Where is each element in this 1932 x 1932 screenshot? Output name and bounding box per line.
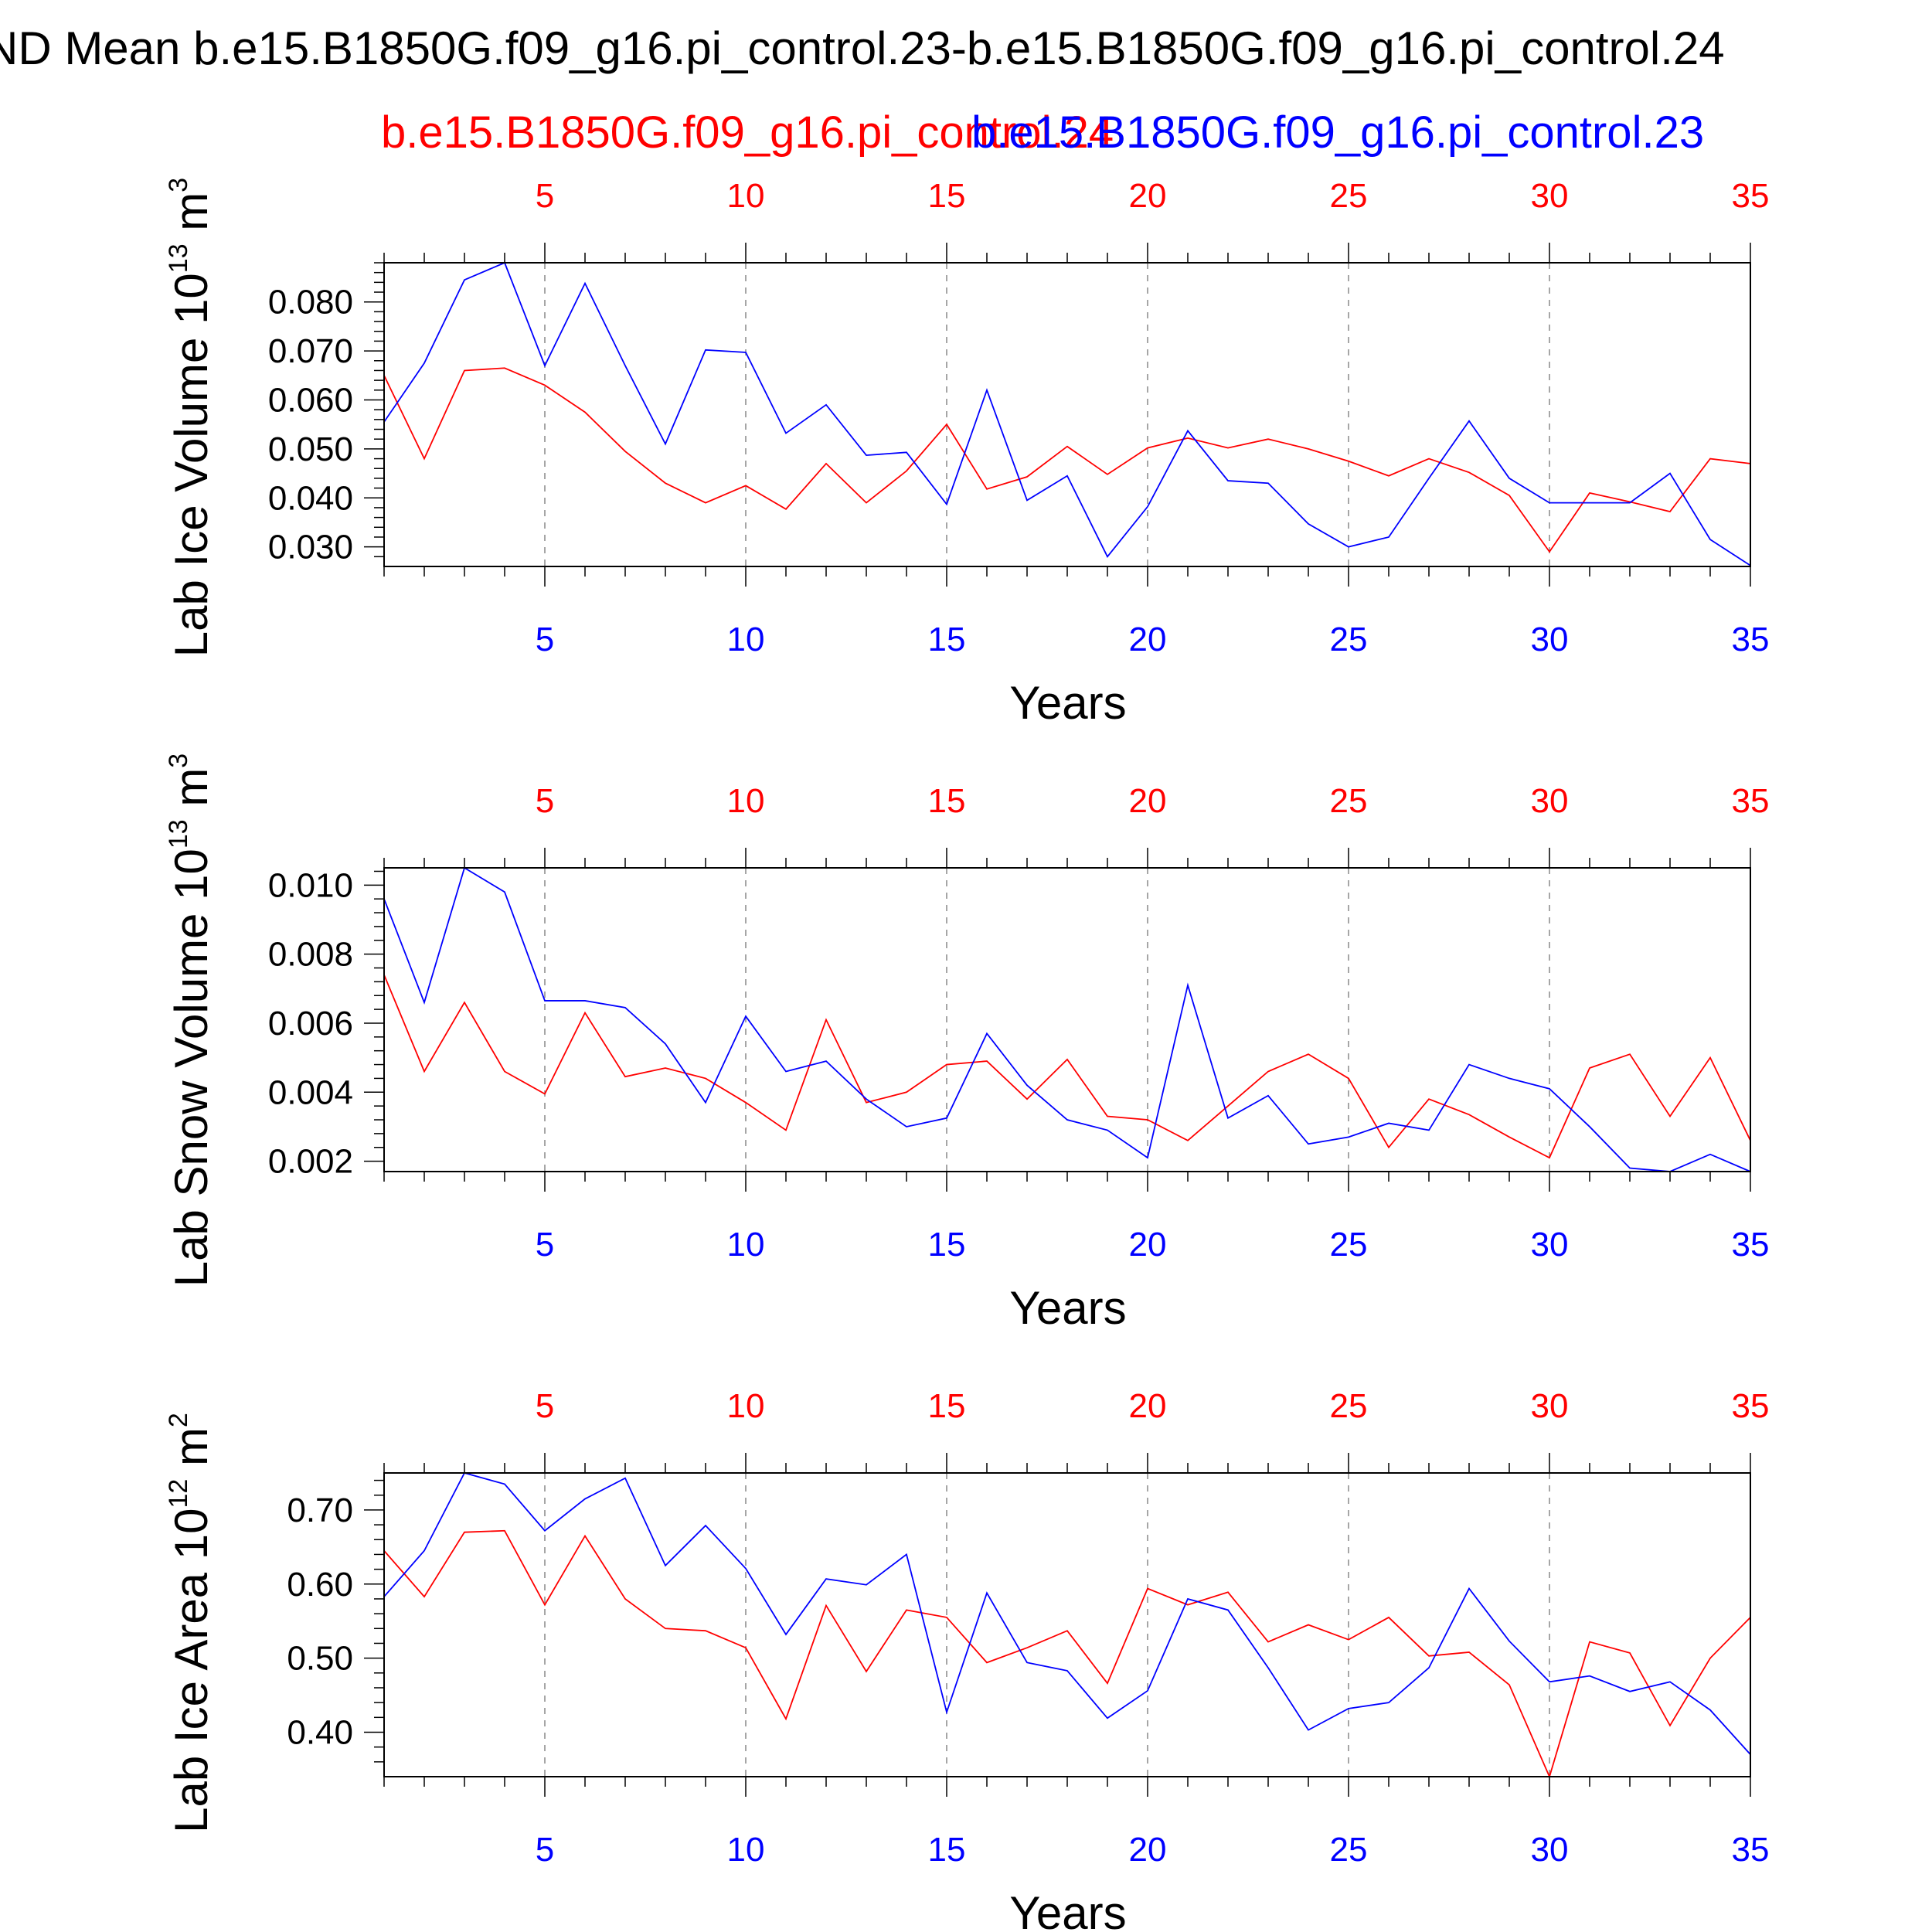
x-tick-label-bottom: 15 xyxy=(928,1831,966,1869)
x-tick-label-bottom: 5 xyxy=(536,621,554,658)
x-tick-label-bottom: 20 xyxy=(1129,621,1167,658)
x-tick-label-bottom: 10 xyxy=(727,621,765,658)
x-tick-label-top: 35 xyxy=(1732,1387,1770,1425)
y-axis-title: Lab Ice Volume 1013 m3 xyxy=(164,178,217,657)
ice-area-panel: 0.40 0.50 0.60 0.70 5 5 10 10 15 15 20 20 25 25 30 30 35… xyxy=(164,1387,1769,1932)
x-tick-label-bottom: 35 xyxy=(1732,1226,1770,1264)
x-tick-label-bottom: 10 xyxy=(727,1831,765,1869)
series-line-blue xyxy=(383,261,1751,566)
x-tick-label-top: 5 xyxy=(536,782,554,820)
plot-frame xyxy=(383,1472,1751,1777)
y-tick-label: 0.030 xyxy=(268,529,353,566)
y-tick-label: 0.40 xyxy=(287,1713,353,1751)
x-tick-label-top: 35 xyxy=(1732,782,1770,820)
x-tick-label-top: 30 xyxy=(1531,782,1569,820)
x-axis-title: Years xyxy=(1009,1887,1126,1932)
series-line-red xyxy=(383,975,1751,1159)
x-tick-label-bottom: 20 xyxy=(1129,1226,1167,1264)
x-tick-label-bottom: 20 xyxy=(1129,1831,1167,1869)
x-axis-title: Years xyxy=(1009,677,1126,729)
series-line-blue xyxy=(383,866,1751,1172)
y-tick-label: 0.050 xyxy=(268,430,353,468)
x-tick-label-top: 15 xyxy=(928,177,966,215)
x-tick-label-bottom: 15 xyxy=(928,621,966,658)
legend-series-24: b.e15.B1850G.f09_g16.pi_control.24 xyxy=(381,107,1114,158)
y-axis-title: Lab Snow Volume 1013 m3 xyxy=(164,753,217,1287)
x-tick-label-bottom: 35 xyxy=(1732,1831,1770,1869)
x-tick-label-top: 15 xyxy=(928,782,966,820)
y-tick-label: 0.60 xyxy=(287,1566,353,1604)
x-tick-label-top: 25 xyxy=(1330,1387,1368,1425)
ice-volume-panel: 0.030 0.040 0.050 0.060 0.070 0.080 5 5 10 10 15 15… xyxy=(164,177,1769,729)
x-tick-label-bottom: 5 xyxy=(536,1226,554,1264)
x-tick-label-top: 20 xyxy=(1129,177,1167,215)
x-tick-label-top: 30 xyxy=(1531,1387,1569,1425)
y-axis-title: Lab Ice Area 1012 m2 xyxy=(164,1413,217,1833)
x-tick-label-bottom: 30 xyxy=(1531,1226,1569,1264)
y-tick-label: 0.060 xyxy=(268,381,353,419)
x-tick-label-top: 25 xyxy=(1330,177,1368,215)
y-tick-label: 0.010 xyxy=(268,866,353,904)
x-tick-label-bottom: 25 xyxy=(1330,1226,1368,1264)
y-tick-label: 0.006 xyxy=(268,1005,353,1043)
x-tick-label-top: 5 xyxy=(536,1387,554,1425)
series-line-red xyxy=(383,367,1751,553)
x-tick-label-top: 15 xyxy=(928,1387,966,1425)
plot-frame xyxy=(383,262,1751,567)
x-tick-label-top: 10 xyxy=(727,177,765,215)
y-tick-label: 0.70 xyxy=(287,1492,353,1529)
y-tick-label: 0.004 xyxy=(268,1073,353,1111)
snow-volume-panel: 0.002 0.004 0.006 0.008 0.010 5 5 10 10 15 15 20 20 2… xyxy=(164,753,1769,1334)
series-line-red xyxy=(383,1529,1751,1779)
y-tick-label: 0.080 xyxy=(268,284,353,321)
x-tick-label-top: 10 xyxy=(727,782,765,820)
y-tick-label: 0.008 xyxy=(268,936,353,974)
x-tick-label-bottom: 5 xyxy=(536,1831,554,1869)
series-line-blue xyxy=(383,1471,1751,1755)
x-tick-label-bottom: 30 xyxy=(1531,1831,1569,1869)
x-tick-label-bottom: 15 xyxy=(928,1226,966,1264)
x-tick-label-top: 5 xyxy=(536,177,554,215)
y-tick-label: 0.070 xyxy=(268,332,353,370)
y-tick-label: 0.040 xyxy=(268,479,353,517)
legend-series-23: b.e15.B1850G.f09_g16.pi_control.23 xyxy=(971,107,1705,158)
page-title: ND Mean b.e15.B1850G.f09_g16.pi_control.… xyxy=(0,22,1725,74)
x-tick-label-bottom: 30 xyxy=(1531,621,1569,658)
x-tick-label-top: 30 xyxy=(1531,177,1569,215)
x-tick-label-bottom: 25 xyxy=(1330,621,1368,658)
y-tick-label: 0.002 xyxy=(268,1143,353,1181)
x-tick-label-top: 25 xyxy=(1330,782,1368,820)
x-tick-label-top: 20 xyxy=(1129,1387,1167,1425)
x-tick-label-top: 10 xyxy=(727,1387,765,1425)
x-tick-label-bottom: 10 xyxy=(727,1226,765,1264)
x-tick-label-bottom: 35 xyxy=(1732,621,1770,658)
x-tick-label-top: 20 xyxy=(1129,782,1167,820)
x-tick-label-bottom: 25 xyxy=(1330,1831,1368,1869)
x-axis-title: Years xyxy=(1009,1282,1126,1334)
x-tick-label-top: 35 xyxy=(1732,177,1770,215)
y-tick-label: 0.50 xyxy=(287,1640,353,1678)
